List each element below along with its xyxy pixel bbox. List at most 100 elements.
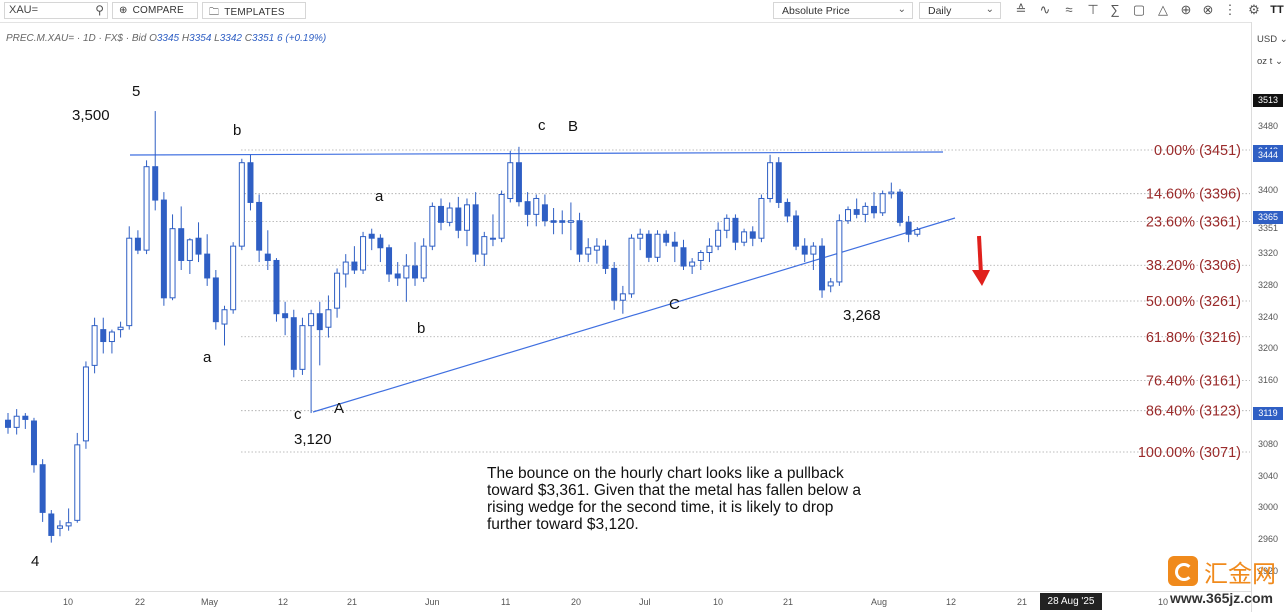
- time-axis[interactable]: [0, 591, 1251, 613]
- candle: [507, 150, 514, 203]
- candle-body: [741, 231, 748, 243]
- annotation-icon[interactable]: △: [1158, 2, 1168, 17]
- price-tick: 2960: [1258, 534, 1279, 545]
- candle-body: [498, 194, 505, 239]
- candle: [845, 206, 852, 224]
- candle: [351, 246, 358, 274]
- candle: [143, 160, 150, 255]
- text-tool-icon[interactable]: ⊤: [1087, 2, 1099, 17]
- candle-body: [100, 329, 107, 343]
- legend-close: 3351: [252, 33, 275, 44]
- candle-body: [178, 228, 185, 261]
- wave-label-C: C: [669, 296, 680, 313]
- templates-button[interactable]: 🗀 TEMPLATES: [202, 2, 306, 19]
- candle-body: [247, 162, 254, 203]
- candle: [438, 198, 444, 231]
- wave-label-c1: c: [294, 406, 302, 423]
- candle-body: [74, 444, 81, 521]
- candle-body: [489, 237, 496, 240]
- more-icon[interactable]: ⋮: [1223, 2, 1237, 17]
- plus-circle-icon: ⊕: [119, 5, 128, 16]
- folder-icon: 🗀: [209, 7, 220, 18]
- price-tick: 3400: [1258, 184, 1279, 195]
- candles-icon[interactable]: ≙: [1015, 2, 1027, 17]
- candle-body: [767, 162, 774, 199]
- candle-body: [749, 231, 756, 239]
- candle-body: [386, 247, 393, 275]
- candle: [126, 226, 133, 330]
- price-mode-select[interactable]: Absolute Price ⌄: [773, 2, 913, 19]
- candle: [247, 154, 254, 211]
- zoom-icon[interactable]: ⊕: [1180, 2, 1192, 17]
- candle: [360, 231, 367, 274]
- candle-body: [195, 237, 202, 255]
- interval-select[interactable]: Daily ⌄: [919, 2, 1001, 19]
- candle: [715, 222, 722, 251]
- candle-body: [39, 464, 46, 513]
- draw-icon[interactable]: ∑: [1110, 2, 1120, 17]
- candle-body: [836, 220, 843, 283]
- indicators-icon[interactable]: ∿: [1039, 2, 1051, 17]
- price-chart[interactable]: 0.00% (3451) 14.60% (3396) 23.60% (3361) 38…: [0, 22, 1251, 591]
- unit-select[interactable]: oz t ⌄: [1257, 56, 1283, 67]
- candle: [152, 111, 159, 211]
- candle: [706, 238, 713, 263]
- candle: [819, 238, 826, 298]
- candle-body: [515, 162, 522, 203]
- candle: [282, 301, 289, 336]
- brand-logo-icon: TT: [1270, 4, 1284, 16]
- candle: [412, 242, 419, 286]
- candle-body: [775, 162, 782, 203]
- legend-high: 3354: [189, 33, 212, 44]
- price-axis[interactable]: USD ⌄ oz t ⌄: [1251, 22, 1287, 612]
- price-tick: 3280: [1258, 279, 1279, 290]
- fib-label: 50.00% (3261): [1146, 294, 1241, 310]
- price-tick: 3080: [1258, 438, 1279, 449]
- candle-body: [853, 209, 860, 215]
- candle: [65, 508, 72, 531]
- candle: [697, 250, 704, 271]
- legend-low-label: L: [214, 33, 220, 44]
- candle-body: [238, 162, 245, 247]
- candle-body: [871, 205, 877, 214]
- shapes-icon[interactable]: ▢: [1132, 2, 1146, 17]
- legend-low: 3342: [219, 33, 242, 44]
- candle: [160, 192, 167, 306]
- candle-body: [290, 317, 297, 370]
- reset-icon[interactable]: ⊗: [1202, 2, 1214, 17]
- settings-icon[interactable]: ⚙: [1248, 2, 1260, 17]
- time-tick: 21: [1017, 597, 1028, 607]
- currency-select[interactable]: USD ⌄: [1257, 34, 1287, 45]
- time-tick: Aug: [871, 597, 888, 607]
- candle-body: [5, 419, 11, 428]
- search-icon[interactable]: ⚲: [95, 3, 104, 17]
- candle: [628, 234, 635, 298]
- candle: [308, 309, 315, 414]
- candle: [784, 198, 791, 223]
- compare-button[interactable]: ⊕ COMPARE: [112, 2, 198, 19]
- watermark-logo-icon: [1168, 556, 1198, 586]
- candle-body: [351, 261, 358, 271]
- candle: [481, 231, 488, 267]
- time-tick: 21: [347, 597, 358, 607]
- fib-label: 0.00% (3451): [1154, 143, 1241, 159]
- candle-body: [438, 205, 444, 223]
- candle-body: [507, 162, 514, 199]
- candle-body: [377, 237, 384, 249]
- candle-body: [862, 205, 869, 215]
- time-tick: Jul: [639, 597, 651, 607]
- candle-body: [126, 237, 133, 327]
- candle: [463, 198, 470, 247]
- candle-body: [602, 245, 609, 269]
- candle: [654, 230, 661, 263]
- candle-body: [212, 277, 219, 323]
- candle: [619, 285, 626, 314]
- candle-body: [273, 259, 280, 315]
- candle: [836, 214, 843, 286]
- price-tick: 3000: [1258, 502, 1279, 513]
- studies-icon[interactable]: ≈: [1065, 2, 1073, 17]
- time-tick: 20: [571, 597, 582, 607]
- symbol-search-input[interactable]: XAU= ⚲: [4, 2, 108, 19]
- candle: [212, 270, 219, 330]
- candle: [299, 317, 306, 375]
